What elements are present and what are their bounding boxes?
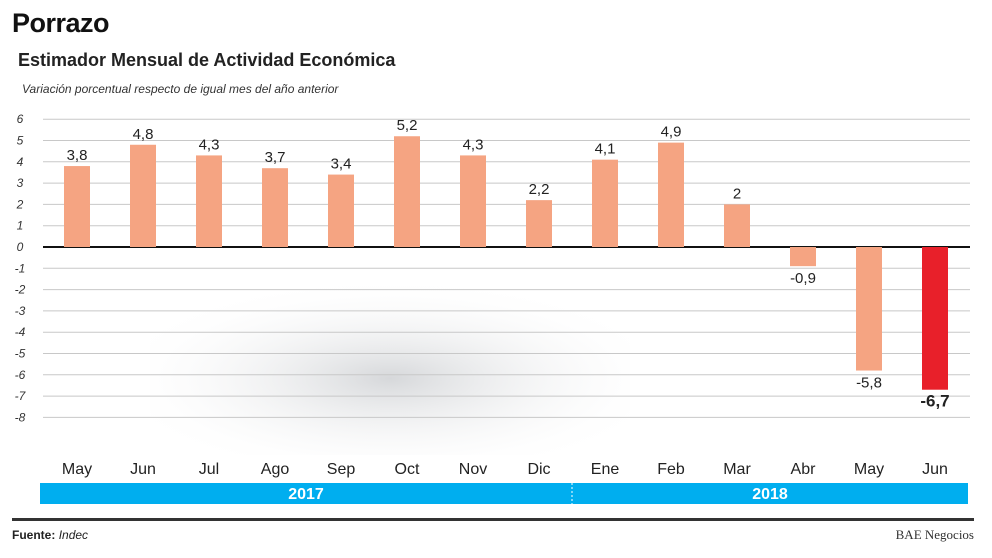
y-tick-label: -7 (15, 389, 27, 403)
data-label: 4,9 (661, 124, 682, 141)
x-tick-label: Jun (922, 461, 948, 478)
x-tick-label: Mar (723, 461, 751, 478)
bar (856, 247, 882, 371)
y-tick-label: 2 (16, 197, 24, 211)
footer-divider (12, 518, 974, 521)
source-note: Fuente: Indec (12, 528, 88, 542)
x-tick-label: Nov (459, 461, 487, 478)
data-label: 3,8 (67, 147, 88, 164)
brand-logo: BAE Negocios (895, 527, 974, 542)
bar (526, 200, 552, 247)
y-tick-label: 6 (17, 112, 24, 126)
bar (592, 159, 618, 247)
x-tick-label: Dic (527, 461, 550, 478)
data-label: 4,1 (595, 141, 616, 158)
source-value: Indec (58, 528, 89, 542)
y-tick-label: -2 (15, 283, 26, 297)
bar (64, 166, 90, 247)
bar (394, 136, 420, 247)
bar (922, 247, 948, 390)
bar (658, 142, 684, 247)
data-label: 3,4 (331, 156, 352, 173)
bar (196, 155, 222, 247)
bar (460, 155, 486, 247)
year-label: 2017 (288, 486, 324, 503)
y-tick-label: -1 (15, 261, 26, 275)
year-band (40, 483, 968, 504)
bar (790, 247, 816, 267)
x-tick-label: Ago (261, 461, 290, 478)
page-title: Porrazo (12, 8, 110, 38)
year-label: 2018 (752, 486, 788, 503)
data-label: -6,7 (920, 392, 949, 411)
y-tick-label: -4 (15, 325, 26, 339)
y-tick-label: 4 (17, 155, 24, 169)
data-label: 4,8 (133, 126, 154, 143)
x-tick-label: May (62, 461, 92, 478)
bar (130, 144, 156, 247)
y-tick-label: 1 (17, 219, 24, 233)
x-tick-label: Feb (657, 461, 685, 478)
data-label: 4,3 (463, 136, 484, 153)
y-tick-label: 0 (17, 240, 24, 254)
data-label: 2,2 (529, 181, 550, 198)
y-tick-label: -8 (15, 410, 26, 424)
x-tick-label: Abr (791, 461, 817, 478)
y-tick-label: -6 (15, 368, 26, 382)
y-axis-label: Variación porcentual respecto de igual m… (22, 82, 339, 96)
data-label: -5,8 (856, 375, 882, 392)
bar (724, 204, 750, 247)
data-label: 5,2 (397, 117, 418, 134)
y-tick-label: 3 (17, 176, 24, 190)
x-tick-label: Jun (130, 461, 156, 478)
x-tick-label: Jul (199, 461, 219, 478)
source-label: Fuente: (12, 528, 56, 542)
bar (328, 174, 354, 247)
chart-subtitle: Estimador Mensual de Actividad Económica (18, 50, 396, 70)
data-label: 4,3 (199, 136, 220, 153)
data-label: 3,7 (265, 149, 286, 166)
x-tick-label: Oct (395, 461, 420, 478)
background-photo (150, 285, 630, 455)
data-label: 2 (733, 185, 741, 202)
data-label: -0,9 (790, 270, 816, 287)
y-tick-label: -5 (15, 347, 26, 361)
y-tick-label: 5 (17, 134, 24, 148)
x-tick-label: May (854, 461, 884, 478)
x-tick-label: Sep (327, 461, 356, 478)
x-tick-label: Ene (591, 461, 620, 478)
bar (262, 168, 288, 247)
y-tick-label: -3 (15, 304, 26, 318)
